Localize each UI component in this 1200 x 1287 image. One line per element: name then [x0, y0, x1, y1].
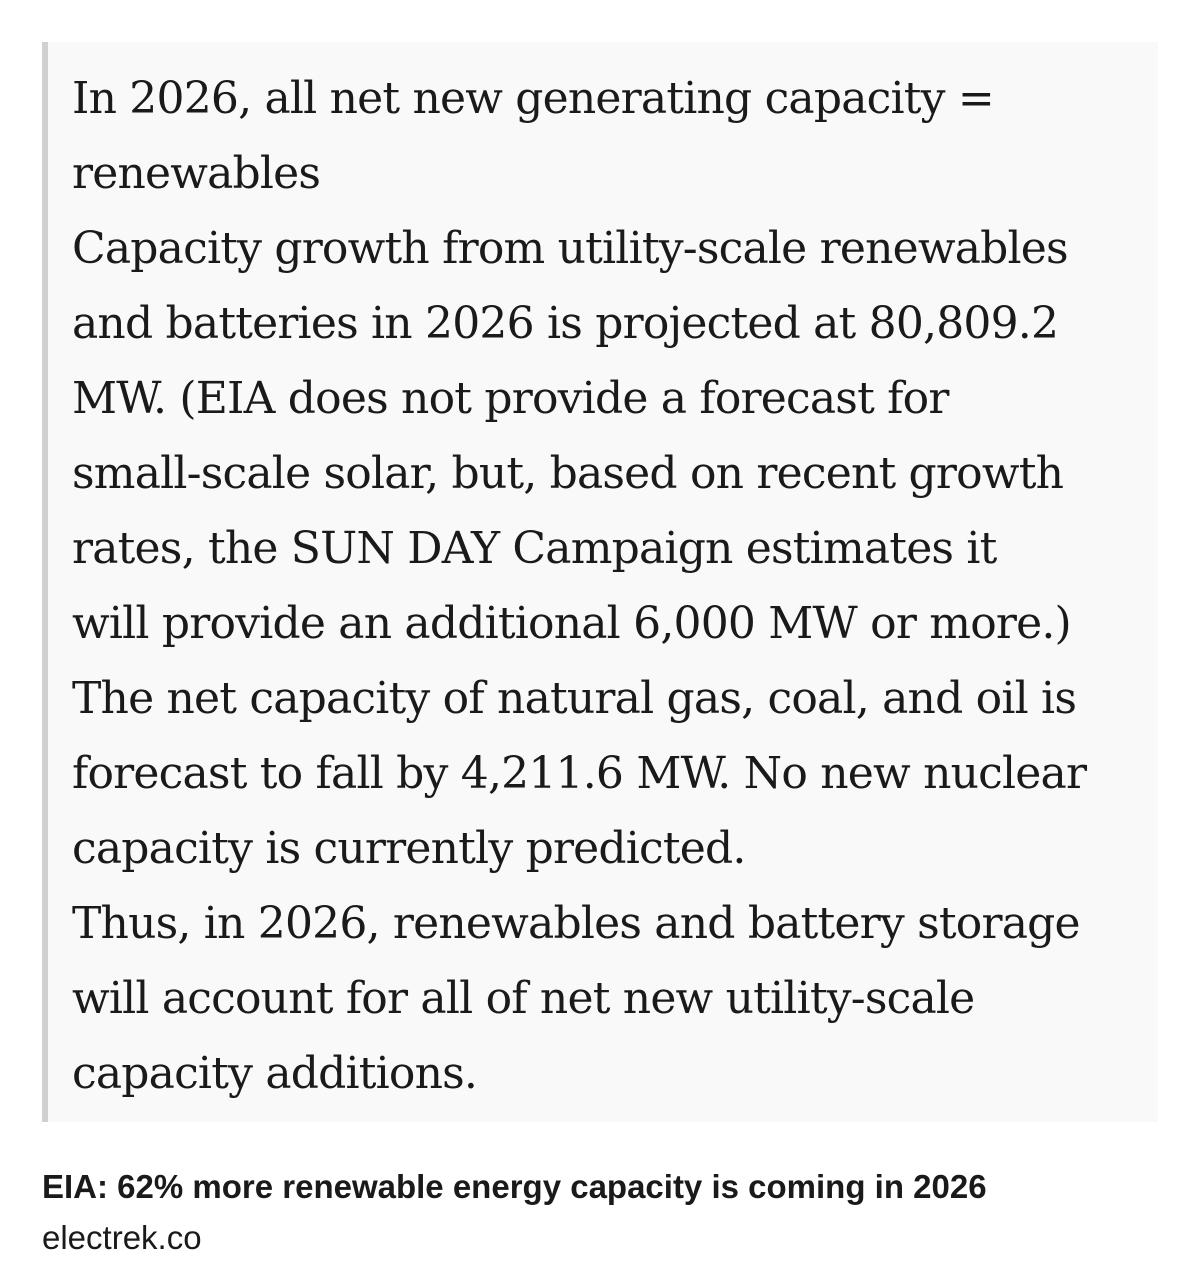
quote-line: capacity is currently predicted.	[72, 823, 746, 874]
quote-card: In 2026, all net new generating capacity…	[42, 42, 1158, 1122]
quote-line: rates, the SUN DAY Campaign estimates it	[72, 523, 997, 574]
quote-line: will provide an additional 6,000 MW or m…	[72, 598, 1072, 649]
quote-line: and batteries in 2026 is projected at 80…	[72, 298, 1059, 349]
quote-line: Capacity growth from utility-scale renew…	[72, 223, 1069, 274]
quote-line: MW. (EIA does not provide a forecast for	[72, 373, 949, 424]
quote-line: Thus, in 2026, renewables and battery st…	[72, 898, 1081, 949]
quote-line: small-scale solar, but, based on recent …	[72, 448, 1064, 499]
link-preview-domain[interactable]: electrek.co	[42, 1219, 202, 1256]
quote-text: In 2026, all net new generating capacity…	[72, 61, 1152, 1111]
link-preview-title[interactable]: EIA: 62% more renewable energy capacity …	[42, 1168, 987, 1205]
quote-line: The net capacity of natural gas, coal, a…	[72, 673, 1077, 724]
quote-line: forecast to fall by 4,211.6 MW. No new n…	[72, 748, 1087, 799]
quote-line: In 2026, all net new generating capacity…	[72, 73, 995, 124]
quote-line: renewables	[72, 148, 321, 199]
quote-line: will account for all of net new utility-…	[72, 973, 975, 1024]
quote-line: capacity additions.	[72, 1048, 478, 1099]
